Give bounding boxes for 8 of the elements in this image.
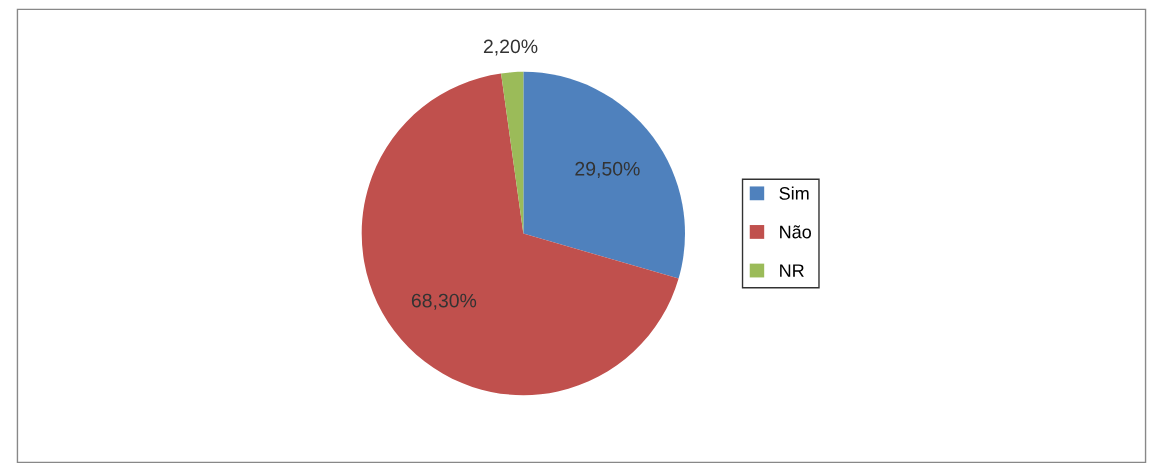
legend-label: Sim [779,186,809,200]
pie-slice [523,71,685,279]
pie-slice [361,73,679,396]
legend-label: NR [780,264,804,277]
legend-label: Não [780,225,811,239]
data-label: 29,50% [575,161,640,178]
data-label: 2,20% [483,39,538,56]
data-label: 68,30% [411,293,477,310]
